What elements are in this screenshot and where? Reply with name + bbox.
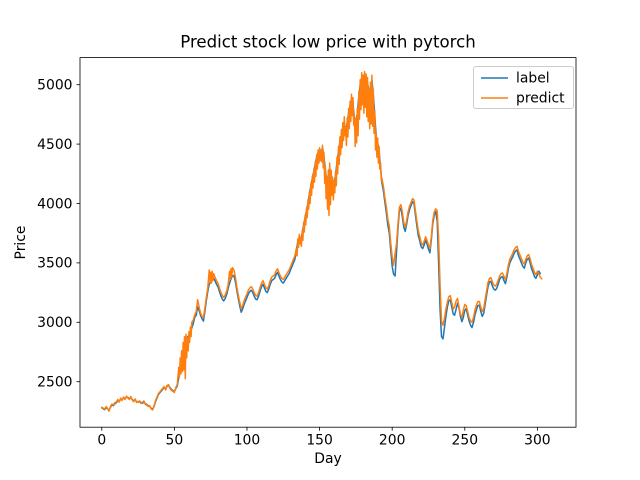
plot-area (80, 57, 576, 428)
legend-entry-label: label (516, 71, 550, 87)
x-axis-ticks: 0 50 100 150 200 250 300 (97, 427, 551, 449)
y-tick-label: 4000 (37, 196, 72, 212)
series-group (101, 70, 543, 412)
x-tick-label: 50 (166, 433, 184, 449)
x-tick-label: 150 (306, 433, 333, 449)
x-tick-label: 0 (97, 433, 106, 449)
y-axis-label: Price (13, 226, 29, 260)
legend-entry-predict: predict (516, 91, 565, 107)
x-tick-label: 100 (234, 433, 261, 449)
x-tick-label: 250 (452, 433, 479, 449)
y-tick-label: 3000 (37, 315, 72, 331)
x-tick-label: 300 (524, 433, 551, 449)
y-axis-ticks: 2500 3000 3500 4000 4500 5000 (37, 77, 80, 390)
y-tick-label: 5000 (37, 77, 72, 93)
y-tick-label: 2500 (37, 374, 72, 390)
y-tick-label: 3500 (37, 256, 72, 272)
series-line-predict (101, 70, 543, 412)
x-axis-label: Day (314, 451, 341, 467)
x-tick-label: 200 (379, 433, 406, 449)
axes-box (79, 57, 577, 428)
y-tick-label: 4500 (37, 137, 72, 153)
legend: label predict (473, 66, 574, 109)
chart-title: Predict stock low price with pytorch (180, 33, 476, 52)
